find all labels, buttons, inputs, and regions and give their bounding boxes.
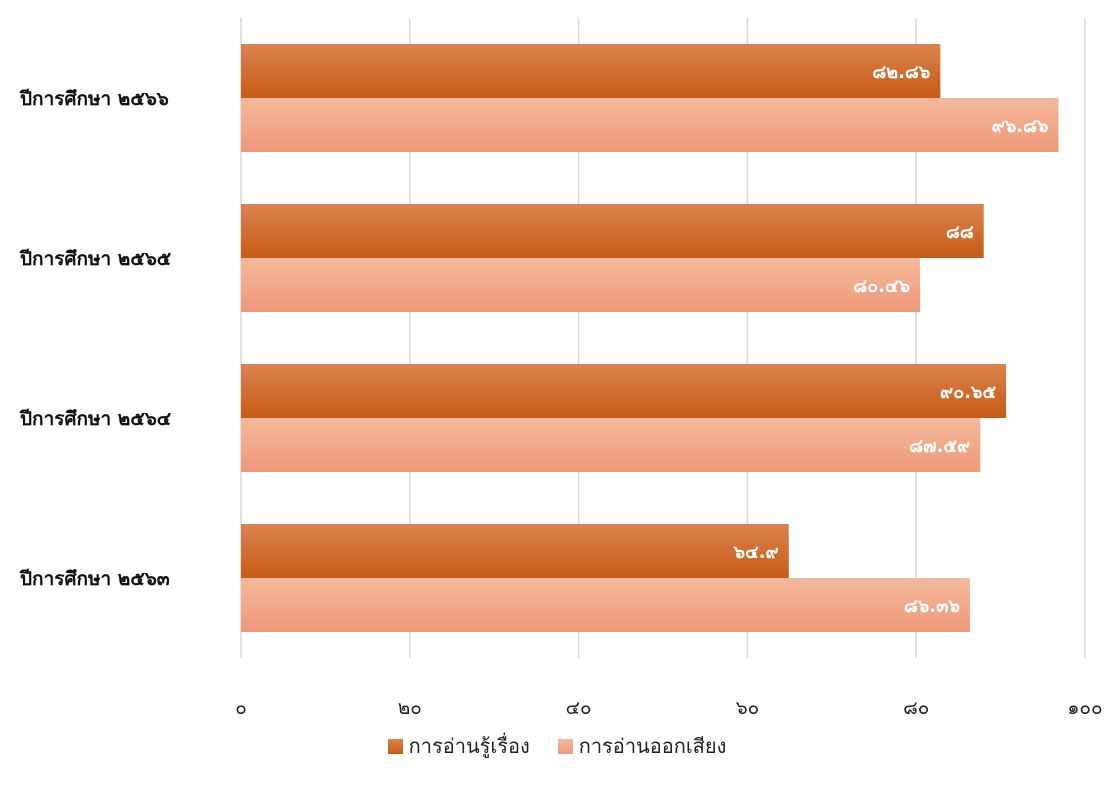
bar-series-2: [241, 578, 970, 632]
bar-series-1: [241, 204, 984, 258]
legend: การอ่านรู้เรื่อง การอ่านออกเสียง: [0, 730, 1114, 762]
x-tick-label: ๔๐: [566, 697, 592, 719]
category-label: ปีการศึกษา ๒๕๖๖: [19, 88, 169, 110]
bar-series-1: [241, 524, 789, 578]
bar-series-2: [241, 418, 981, 472]
bar-series-1: [241, 364, 1007, 418]
legend-item-series-1: การอ่านรู้เรื่อง: [387, 730, 530, 762]
category-label: ปีการศึกษา ๒๕๖๕: [19, 248, 171, 270]
legend-swatch-series-2: [557, 738, 573, 754]
data-label-series-1: ๖๔.๙: [733, 542, 779, 563]
category-label: ปีการศึกษา ๒๕๖๓: [19, 568, 170, 590]
data-label-series-2: ๙๖.๘๖: [992, 116, 1049, 137]
legend-label-series-2: การอ่านออกเสียง: [578, 734, 727, 758]
x-tick-label: ๖๐: [736, 697, 760, 719]
legend-label-series-1: การอ่านรู้เรื่อง: [408, 734, 530, 758]
data-label-series-1: ๘๘: [946, 222, 974, 243]
bar-series-2: [241, 258, 921, 312]
bar-series-1: [241, 44, 941, 98]
x-tick-label: ๐: [235, 697, 247, 719]
legend-swatch-series-1: [387, 738, 403, 754]
x-tick-label: ๒๐: [398, 697, 422, 719]
data-label-series-1: ๙๐.๖๕: [940, 382, 996, 403]
data-label-series-2: ๘๗.๕๙: [909, 436, 970, 457]
data-label-series-1: ๘๒.๘๖: [872, 62, 930, 83]
x-axis-tick-labels: ๐ ๒๐ ๔๐ ๖๐ ๘๐ ๑๐๐: [235, 697, 1102, 719]
x-tick-label: ๑๐๐: [1067, 697, 1102, 719]
legend-item-series-2: การอ่านออกเสียง: [557, 730, 727, 762]
bar-series-2: [241, 98, 1059, 152]
x-tick-label: ๘๐: [903, 697, 929, 719]
category-label: ปีการศึกษา ๒๕๖๔: [19, 408, 171, 430]
data-label-series-2: ๘๐.๔๖: [853, 276, 910, 297]
data-label-series-2: ๘๖.๓๖: [904, 596, 960, 617]
